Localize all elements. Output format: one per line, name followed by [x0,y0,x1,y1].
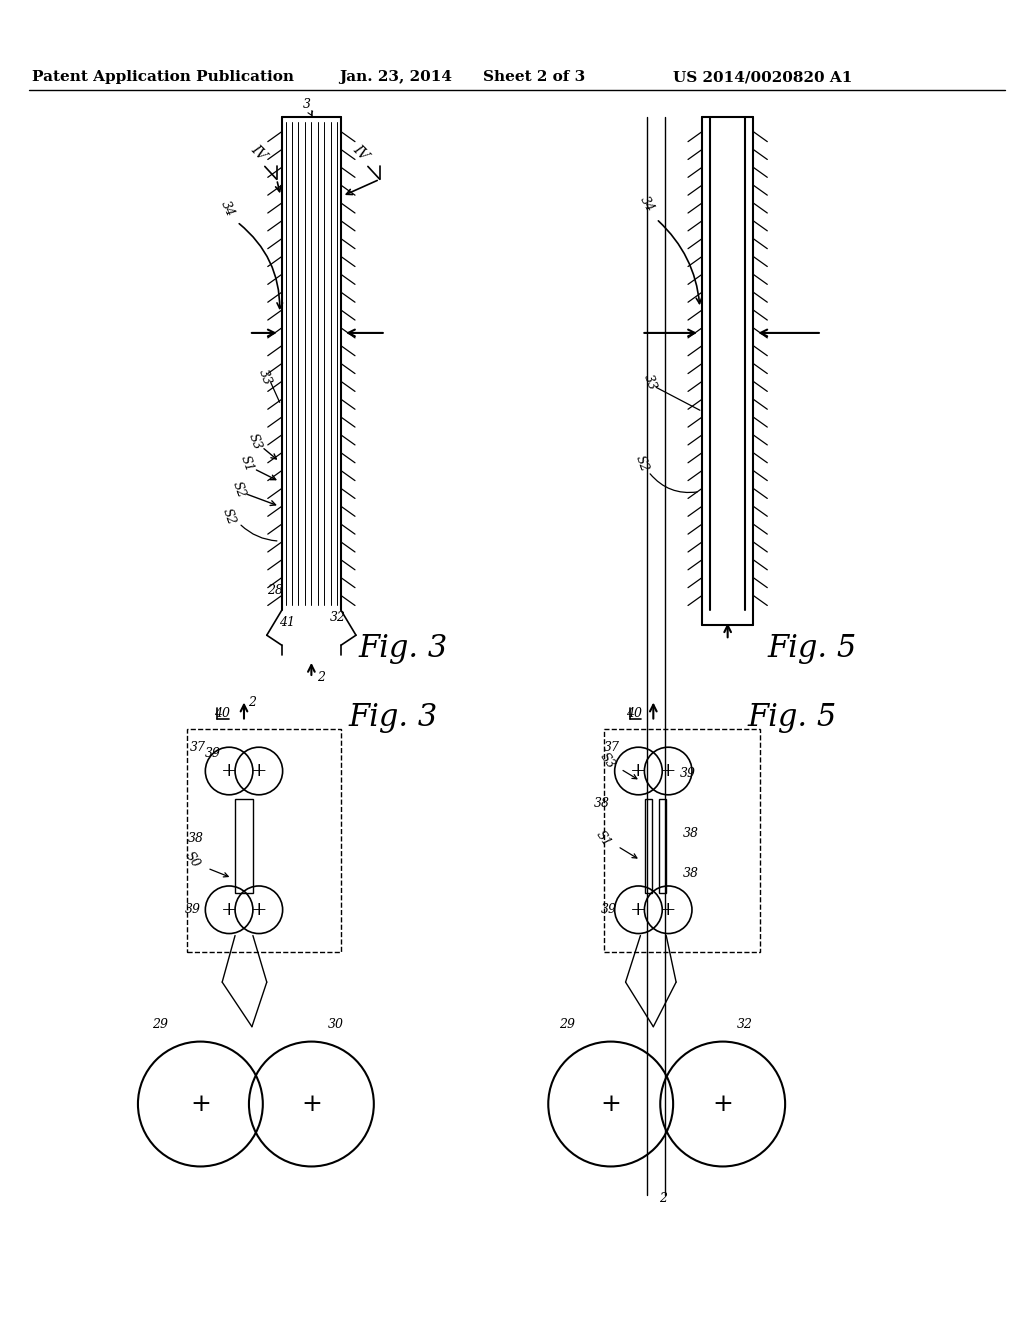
Text: 28: 28 [266,585,283,597]
Text: +: + [659,900,677,919]
Text: S3: S3 [246,432,264,451]
Text: US 2014/0020820 A1: US 2014/0020820 A1 [673,70,852,84]
Text: +: + [221,900,238,919]
Text: 38: 38 [187,832,204,845]
Text: Fig. 5: Fig. 5 [767,632,856,664]
Text: Sheet 2 of 3: Sheet 2 of 3 [483,70,586,84]
Bar [187,730,341,953]
Text: 3: 3 [302,99,310,111]
Text: IV: IV [350,143,372,162]
Text: 41: 41 [279,616,295,628]
Text: IV: IV [249,143,269,162]
Text: Fig. 3: Fig. 3 [359,632,449,664]
Text: S0: S0 [182,850,203,871]
Text: 37: 37 [189,741,206,754]
Text: 34: 34 [637,194,656,214]
Text: 32: 32 [330,611,346,624]
Bar [236,799,253,892]
Text: Patent Application Publication: Patent Application Publication [32,70,294,84]
Text: 39: 39 [680,767,696,780]
Text: 33: 33 [641,372,659,392]
Text: +: + [630,762,647,780]
Text: 29: 29 [559,1018,575,1031]
Bar [604,730,761,953]
Text: +: + [600,1093,622,1115]
Text: 39: 39 [205,747,221,760]
Text: Jan. 23, 2014: Jan. 23, 2014 [339,70,453,84]
Bar [659,799,667,892]
Text: Fig. 5: Fig. 5 [748,702,837,733]
Text: 34: 34 [218,199,237,219]
Text: +: + [251,900,267,919]
Text: +: + [713,1093,733,1115]
Text: +: + [189,1093,211,1115]
Text: 2: 2 [659,1192,668,1205]
Text: +: + [659,762,677,780]
Text: 33: 33 [256,368,273,387]
Text: 29: 29 [152,1018,168,1031]
Text: S3: S3 [598,751,617,772]
Text: S2: S2 [633,454,650,474]
Text: 32: 32 [736,1018,753,1031]
Text: 40: 40 [214,708,230,719]
Text: S2: S2 [220,507,238,527]
Text: 38: 38 [683,867,699,879]
Text: 30: 30 [328,1018,344,1031]
Text: 39: 39 [601,903,616,916]
Text: 38: 38 [594,797,609,810]
Text: S1: S1 [238,454,256,474]
Text: +: + [301,1093,322,1115]
Text: 39: 39 [184,903,201,916]
Text: +: + [221,762,238,780]
Text: 40: 40 [627,708,642,719]
Text: +: + [630,900,647,919]
Text: 38: 38 [683,826,699,840]
Bar [645,799,652,892]
Text: Fig. 3: Fig. 3 [348,702,437,733]
Text: S2: S2 [230,479,248,499]
Text: 37: 37 [604,741,620,754]
Text: S1: S1 [594,828,613,849]
Text: +: + [251,762,267,780]
Text: 2: 2 [248,696,256,709]
Text: 2: 2 [317,672,326,684]
